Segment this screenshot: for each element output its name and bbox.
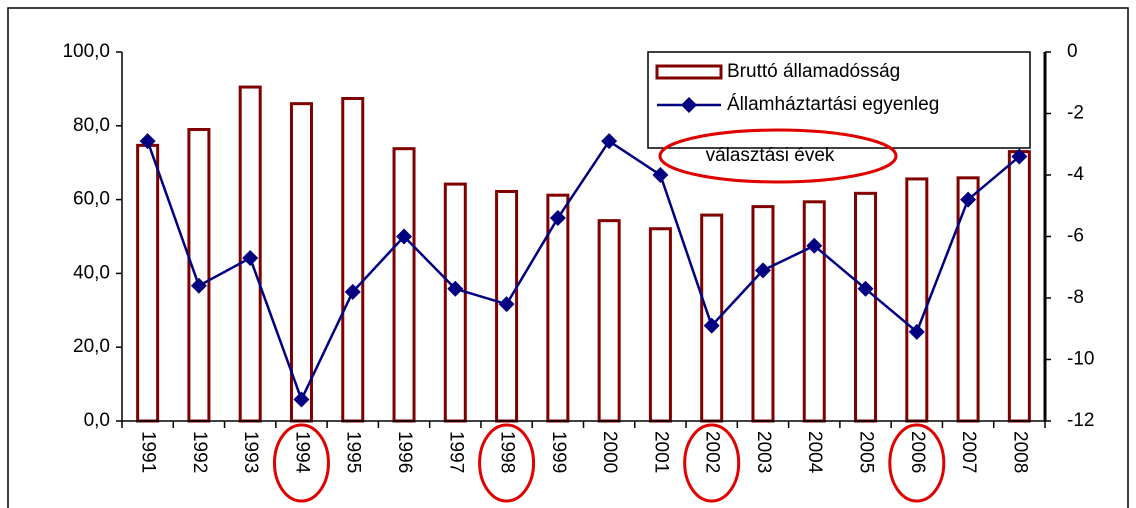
y-tick-label: 80,0 (73, 115, 110, 136)
x-tick-label: 1993 (240, 431, 261, 473)
line-marker (549, 210, 566, 227)
y-tick-label: 20,0 (73, 336, 110, 357)
annotation-ellipse (658, 128, 898, 184)
line-marker (652, 167, 669, 183)
x-tick-label: 1998 (497, 431, 518, 473)
x-tick-label: 2006 (907, 431, 928, 473)
y2-tick-label: -4 (1067, 164, 1084, 185)
bar (341, 96, 365, 423)
line-marker (139, 133, 156, 150)
line-marker (601, 133, 618, 150)
legend-label: Államháztartási egyenleg (727, 94, 939, 115)
y-tick-label: 60,0 (73, 189, 110, 210)
bar (289, 102, 313, 423)
legend-swatch (655, 64, 723, 80)
bar (802, 200, 826, 423)
line-marker (1011, 148, 1028, 165)
x-tick-label: 1997 (445, 431, 466, 473)
bar (597, 219, 621, 423)
x-tick-label: 2003 (753, 431, 774, 473)
line-marker (908, 323, 925, 340)
line-marker (857, 280, 874, 297)
x-tick-label: 2004 (804, 431, 825, 474)
highlight-circle (888, 423, 946, 503)
line-marker (242, 250, 259, 267)
legend-label: Bruttó államadósság (727, 61, 900, 82)
y2-tick-label: -6 (1067, 226, 1084, 247)
bar (443, 182, 467, 423)
line-marker (498, 296, 515, 313)
y2-tick-label: -8 (1067, 287, 1084, 308)
y-tick-label: 0,0 (84, 410, 110, 431)
x-tick-label: 2000 (599, 431, 620, 473)
line-marker (754, 262, 771, 279)
bar (648, 227, 672, 423)
y2-tick-label: -10 (1067, 349, 1094, 370)
y2-tick-label: -2 (1067, 103, 1084, 124)
legend-marker (681, 97, 697, 113)
x-tick-label: 1995 (343, 431, 364, 473)
line-marker (703, 317, 720, 334)
line-marker (806, 237, 823, 254)
y-tick-label: 40,0 (73, 262, 110, 283)
chart-frame (7, 7, 1129, 508)
y2-tick-label: 0 (1067, 41, 1078, 62)
line-marker (960, 191, 977, 208)
y-tick-label: 100,0 (62, 41, 110, 62)
line-marker (293, 391, 310, 408)
line-marker (396, 228, 413, 245)
line-marker (344, 283, 361, 300)
bar (392, 147, 416, 423)
annotation: választási évek (706, 145, 835, 166)
line (146, 139, 1021, 403)
highlight-circle (478, 423, 536, 503)
x-tick-label: 1996 (394, 431, 415, 473)
x-tick-label: 2008 (1009, 431, 1030, 473)
bar (1007, 150, 1031, 423)
y2-tick-label: -12 (1067, 410, 1094, 431)
line-marker (447, 280, 464, 297)
bar (854, 191, 878, 423)
highlight-circle (683, 423, 741, 503)
x-tick-label: 2002 (702, 431, 723, 473)
x-tick-label: 1999 (548, 431, 569, 473)
x-tick-label: 2007 (958, 431, 979, 473)
x-tick-label: 2001 (650, 431, 671, 473)
bar (187, 127, 211, 423)
bar (905, 177, 929, 423)
x-tick-label: 1991 (138, 431, 159, 473)
bar (136, 143, 160, 423)
x-tick-label: 1992 (189, 431, 210, 473)
bar (751, 205, 775, 423)
highlight-circle (272, 423, 330, 503)
x-tick-label: 2005 (856, 431, 877, 473)
line-marker (190, 277, 207, 294)
x-tick-label: 1994 (291, 431, 312, 474)
